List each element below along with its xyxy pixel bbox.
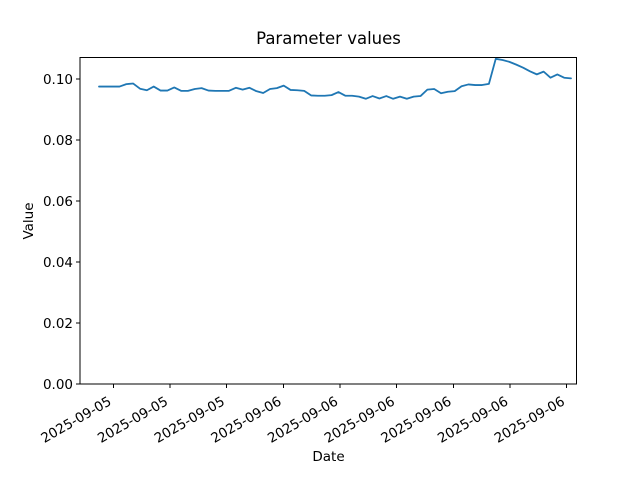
y-tick-label: 0.00 bbox=[43, 377, 73, 393]
y-tick-label: 0.08 bbox=[43, 133, 73, 149]
axes-frame bbox=[79, 57, 578, 385]
y-tick-label: 0.02 bbox=[43, 316, 73, 332]
y-tick-label: 0.04 bbox=[43, 255, 73, 271]
y-axis-label: Value bbox=[20, 202, 37, 240]
chart-title: Parameter values bbox=[256, 29, 401, 48]
y-tick-label: 0.06 bbox=[43, 194, 73, 210]
y-tick-label: 0.10 bbox=[43, 72, 73, 88]
x-axis-label: Date bbox=[312, 449, 345, 465]
data-series-line bbox=[98, 57, 572, 100]
